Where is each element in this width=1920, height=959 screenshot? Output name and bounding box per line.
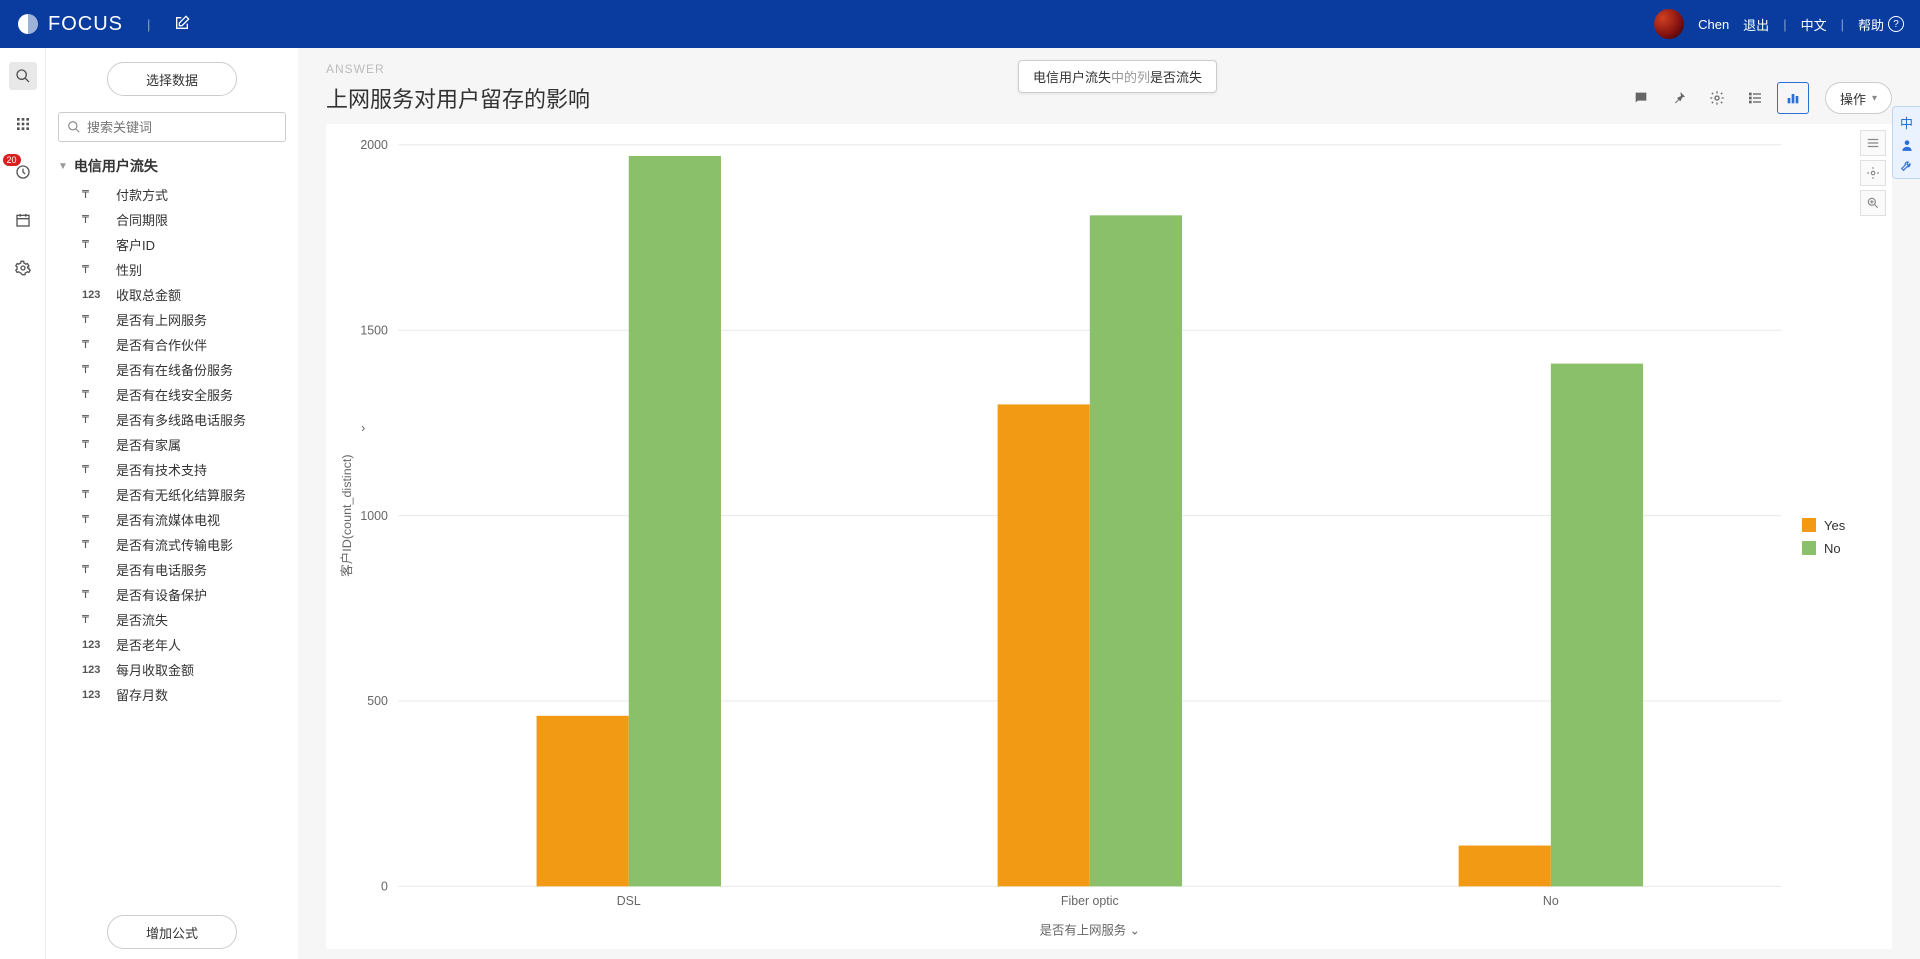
field-item[interactable]: ₸是否有合作伙伴 (58, 332, 286, 357)
rail-search-icon[interactable] (9, 62, 37, 90)
legend-toggle-icon[interactable] (1860, 130, 1886, 156)
query-chip[interactable]: 电信用户流失中的列是否流失 (1018, 60, 1217, 93)
field-item[interactable]: 123留存月数 (58, 682, 286, 707)
rail-history-icon[interactable]: 20 (9, 158, 37, 186)
svg-text:›: › (361, 421, 365, 435)
logo-icon (16, 12, 40, 36)
add-formula-button[interactable]: 增加公式 (107, 915, 237, 949)
main-content: 电信用户流失中的列是否流失 ANSWER 上网服务对用户留存的影响 操作 ▾ (298, 48, 1920, 959)
avatar[interactable] (1654, 9, 1684, 39)
legend-item[interactable]: No (1802, 541, 1880, 556)
field-item[interactable]: ₸性别 (58, 257, 286, 282)
chart-legend: Yes No (1802, 124, 1892, 949)
help-icon: ? (1888, 16, 1904, 32)
chart-view-icon[interactable] (1777, 82, 1809, 114)
search-icon (67, 120, 81, 134)
data-panel: 选择数据 ▼ 电信用户流失 ₸付款方式₸合同期限₸客户ID₸性别123收取总金额… (46, 48, 298, 959)
chart-toolbar: 操作 ▾ (1625, 82, 1892, 114)
field-item[interactable]: ₸合同期限 (58, 207, 286, 232)
field-item[interactable]: ₸付款方式 (58, 182, 286, 207)
svg-text:1000: 1000 (360, 509, 388, 523)
chart-settings-icon[interactable] (1860, 160, 1886, 186)
field-item[interactable]: ₸客户ID (58, 232, 286, 257)
field-item[interactable]: 123收取总金额 (58, 282, 286, 307)
right-edge-tab[interactable]: 中 (1892, 106, 1920, 179)
chart-title: 上网服务对用户留存的影响 (326, 82, 590, 114)
field-item[interactable]: ₸是否有设备保护 (58, 582, 286, 607)
logout-link[interactable]: 退出 (1743, 15, 1769, 34)
caret-down-icon: ▼ (58, 161, 68, 172)
field-item[interactable]: 123是否老年人 (58, 632, 286, 657)
field-tree: ▼ 电信用户流失 ₸付款方式₸合同期限₸客户ID₸性别123收取总金额₸是否有上… (58, 156, 286, 907)
lang-link[interactable]: 中文 (1801, 15, 1827, 34)
svg-text:No: No (1543, 894, 1559, 908)
chart-card: 0 500 1000 1500 2000 客户ID(count_distinct) › DSL… (326, 124, 1892, 949)
dataset-header[interactable]: ▼ 电信用户流失 (58, 156, 286, 176)
field-item[interactable]: ₸是否有在线备份服务 (58, 357, 286, 382)
bar-chart: 0 500 1000 1500 2000 客户ID(count_distinct) › DSL… (326, 124, 1802, 949)
field-item[interactable]: ₸是否有家属 (58, 432, 286, 457)
svg-text:500: 500 (367, 694, 388, 708)
pin-icon[interactable] (1663, 82, 1695, 114)
zoom-icon[interactable] (1860, 190, 1886, 216)
top-header: FOCUS | Chen 退出 | 中文 | 帮助 ? (0, 0, 1920, 48)
list-view-icon[interactable] (1739, 82, 1771, 114)
chart-mini-tools (1860, 130, 1886, 216)
field-item[interactable]: ₸是否有上网服务 (58, 307, 286, 332)
svg-text:客户ID(count_distinct): 客户ID(count_distinct) (339, 454, 354, 576)
wrench-icon (1900, 158, 1914, 172)
legend-item[interactable]: Yes (1802, 518, 1880, 533)
field-item[interactable]: 123每月收取金额 (58, 657, 286, 682)
field-search-input[interactable] (87, 120, 277, 135)
field-item[interactable]: ₸是否有流媒体电视 (58, 507, 286, 532)
comment-icon[interactable] (1625, 82, 1657, 114)
user-icon (1900, 138, 1914, 152)
notification-badge: 20 (3, 154, 21, 166)
svg-text:0: 0 (381, 879, 388, 893)
field-item[interactable]: ₸是否有无纸化结算服务 (58, 482, 286, 507)
edit-icon[interactable] (174, 15, 190, 34)
rail-settings-icon[interactable] (9, 254, 37, 282)
brand-text: FOCUS (48, 13, 123, 36)
field-item[interactable]: ₸是否有电话服务 (58, 557, 286, 582)
field-item[interactable]: ₸是否流失 (58, 607, 286, 632)
field-item[interactable]: ₸是否有在线安全服务 (58, 382, 286, 407)
rail-grid-icon[interactable] (9, 110, 37, 138)
brand-logo[interactable]: FOCUS (16, 12, 123, 36)
operations-button[interactable]: 操作 ▾ (1825, 82, 1892, 114)
chevron-down-icon: ▾ (1872, 93, 1877, 104)
rail-calendar-icon[interactable] (9, 206, 37, 234)
choose-data-button[interactable]: 选择数据 (107, 62, 237, 96)
svg-text:2000: 2000 (360, 138, 388, 152)
svg-text:是否有上网服务 ⌄: 是否有上网服务 ⌄ (1040, 922, 1140, 937)
svg-text:DSL: DSL (617, 894, 641, 908)
gear-icon[interactable] (1701, 82, 1733, 114)
field-item[interactable]: ₸是否有技术支持 (58, 457, 286, 482)
help-link[interactable]: 帮助 ? (1858, 15, 1904, 34)
field-item[interactable]: ₸是否有流式传输电影 (58, 532, 286, 557)
left-rail: 20 (0, 48, 46, 959)
header-sep: | (147, 17, 150, 32)
svg-text:1500: 1500 (360, 323, 388, 337)
svg-text:Fiber optic: Fiber optic (1061, 894, 1119, 908)
field-item[interactable]: ₸是否有多线路电话服务 (58, 407, 286, 432)
user-name[interactable]: Chen (1698, 17, 1729, 32)
field-search[interactable] (58, 112, 286, 142)
